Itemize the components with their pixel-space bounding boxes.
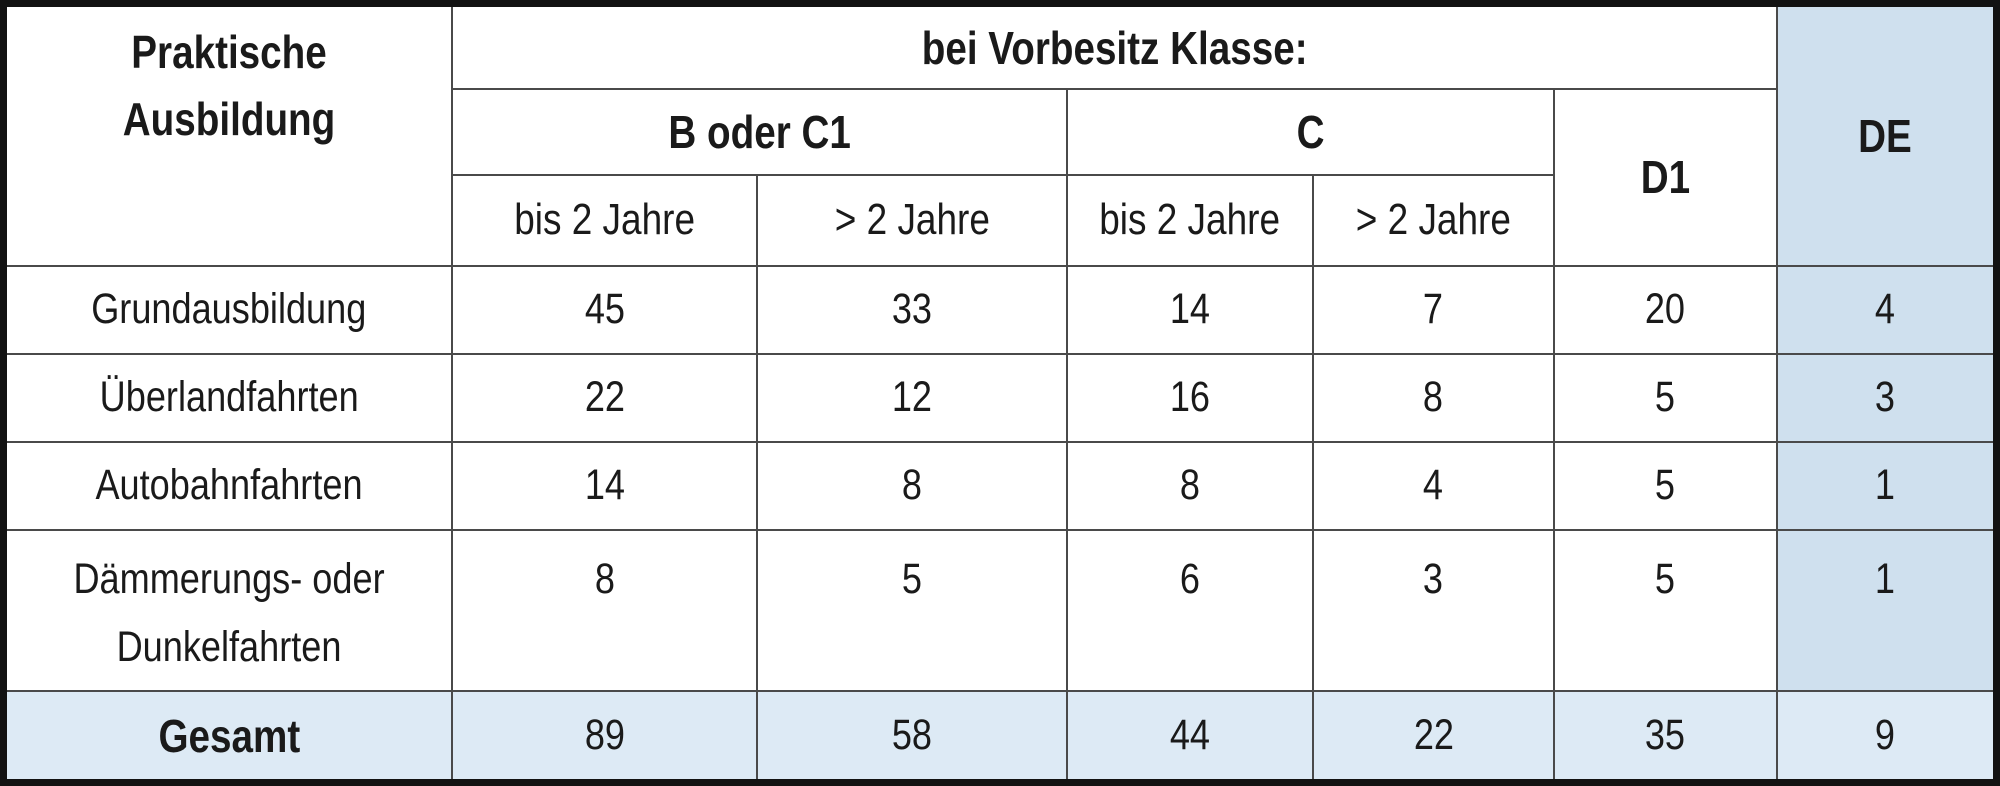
header-de: DE [1775, 2, 1998, 267]
cell-text: 14 [584, 461, 625, 510]
value-cell: 33 [756, 264, 1069, 355]
cell-text: 5 [1655, 461, 1676, 510]
cell-text: 5 [902, 554, 923, 603]
cell-text: 89 [584, 711, 625, 760]
cell-text: 22 [1413, 711, 1454, 760]
cell-text: D1 [1640, 151, 1690, 204]
table-row: Überlandfahrten 22 12 16 8 5 3 [2, 352, 1998, 443]
row-label-autobahnfahrten: Autobahnfahrten [2, 440, 454, 531]
table-row: Dämmerungs- oder Dunkelfahrten 8 5 6 3 5… [2, 528, 1998, 693]
value-cell: 14 [1066, 264, 1315, 355]
value-cell: 12 [756, 352, 1069, 443]
cell-text: 35 [1645, 711, 1686, 760]
cell-text: 4 [1875, 285, 1896, 333]
subheader-b-bis-2-jahre: bis 2 Jahre [451, 174, 759, 267]
cell-text: B oder C1 [668, 106, 851, 159]
header-line-praktische: Praktische [131, 26, 327, 78]
cell-text: 8 [1423, 373, 1444, 422]
value-cell: 4 [1312, 440, 1555, 531]
cell-text: 45 [584, 285, 625, 333]
cell-text: Überlandfahrten [99, 373, 359, 422]
total-value-cell: 35 [1552, 690, 1778, 784]
cell-text: 1 [1875, 461, 1896, 510]
cell-text: 16 [1169, 373, 1211, 422]
cell-text: 8 [902, 461, 923, 510]
value-cell: 3 [1312, 528, 1555, 693]
cell-text: 12 [892, 373, 933, 422]
subheader-b-ueber-2-jahre: > 2 Jahre [756, 174, 1069, 267]
subheader-c-ueber-2-jahre: > 2 Jahre [1312, 174, 1555, 267]
cell-text: C [1296, 106, 1325, 159]
row-label-gesamt: Gesamt [2, 690, 454, 784]
cell-text-line2: Dunkelfahrten [116, 623, 342, 672]
value-cell: 5 [1552, 352, 1778, 443]
value-cell-de: 1 [1775, 440, 1998, 531]
table-row: Autobahnfahrten 14 8 8 4 5 1 [2, 440, 1998, 531]
header-vorbesitz-klasse: bei Vorbesitz Klasse: [451, 2, 1778, 91]
value-cell: 7 [1312, 264, 1555, 355]
value-cell: 5 [1552, 440, 1778, 531]
value-cell-de: 4 [1775, 264, 1998, 355]
cell-text: 5 [1655, 373, 1676, 422]
cell-text: 14 [1169, 285, 1211, 333]
cell-text: Autobahnfahrten [95, 461, 363, 510]
cell-text: DE [1858, 109, 1913, 162]
cell-text: > 2 Jahre [1355, 195, 1511, 245]
cell-text: 20 [1645, 285, 1686, 333]
header-b-oder-c1: B oder C1 [451, 88, 1069, 177]
header-d1: D1 [1552, 88, 1778, 267]
row-label-ueberlandfahrten: Überlandfahrten [2, 352, 454, 443]
value-cell: 8 [1066, 440, 1315, 531]
row-label-daemmerungs-dunkelfahrten: Dämmerungs- oder Dunkelfahrten [2, 528, 454, 693]
cell-text: bei Vorbesitz Klasse: [921, 21, 1308, 74]
total-value-cell: 89 [451, 690, 759, 784]
cell-text-line1: Dämmerungs- oder [73, 554, 385, 603]
cell-text: 3 [1423, 554, 1444, 603]
header-praktische-ausbildung: Praktische Ausbildung [2, 2, 454, 267]
cell-text: > 2 Jahre [834, 195, 990, 245]
cell-text: bis 2 Jahre [514, 195, 695, 245]
header-line-ausbildung: Ausbildung [122, 92, 336, 145]
value-cell: 5 [1552, 528, 1778, 693]
value-cell: 8 [756, 440, 1069, 531]
cell-text: 58 [892, 711, 933, 760]
total-value-cell: 22 [1312, 690, 1555, 784]
cell-text: 5 [1655, 554, 1676, 603]
value-cell: 5 [756, 528, 1069, 693]
cell-text: 8 [594, 554, 615, 603]
total-value-cell-de: 9 [1775, 690, 1998, 784]
cell-text: Grundausbildung [91, 285, 367, 333]
value-cell: 22 [451, 352, 759, 443]
value-cell: 14 [451, 440, 759, 531]
cell-text: 33 [892, 285, 933, 333]
cell-text: 3 [1875, 373, 1896, 422]
total-value-cell: 58 [756, 690, 1069, 784]
cell-text: 44 [1169, 711, 1211, 760]
row-label-grundausbildung: Grundausbildung [2, 264, 454, 355]
cell-text: 4 [1423, 461, 1444, 510]
value-cell: 45 [451, 264, 759, 355]
value-cell-de: 3 [1775, 352, 1998, 443]
cell-text: 22 [584, 373, 625, 422]
total-value-cell: 44 [1066, 690, 1315, 784]
cell-text: bis 2 Jahre [1099, 195, 1281, 245]
table-row: Grundausbildung 45 33 14 7 20 4 [2, 264, 1998, 355]
total-row: Gesamt 89 58 44 22 35 9 [2, 690, 1998, 784]
cell-text: 9 [1875, 711, 1896, 760]
cell-text: 8 [1180, 461, 1201, 510]
cell-text: 6 [1180, 554, 1201, 603]
value-cell: 16 [1066, 352, 1315, 443]
cell-text: Gesamt [158, 709, 300, 762]
value-cell-de: 1 [1775, 528, 1998, 693]
cell-text: 7 [1423, 285, 1444, 333]
value-cell: 8 [451, 528, 759, 693]
value-cell: 20 [1552, 264, 1778, 355]
subheader-c-bis-2-jahre: bis 2 Jahre [1066, 174, 1315, 267]
cell-text: 1 [1875, 554, 1896, 603]
value-cell: 8 [1312, 352, 1555, 443]
value-cell: 6 [1066, 528, 1315, 693]
header-c: C [1066, 88, 1555, 177]
